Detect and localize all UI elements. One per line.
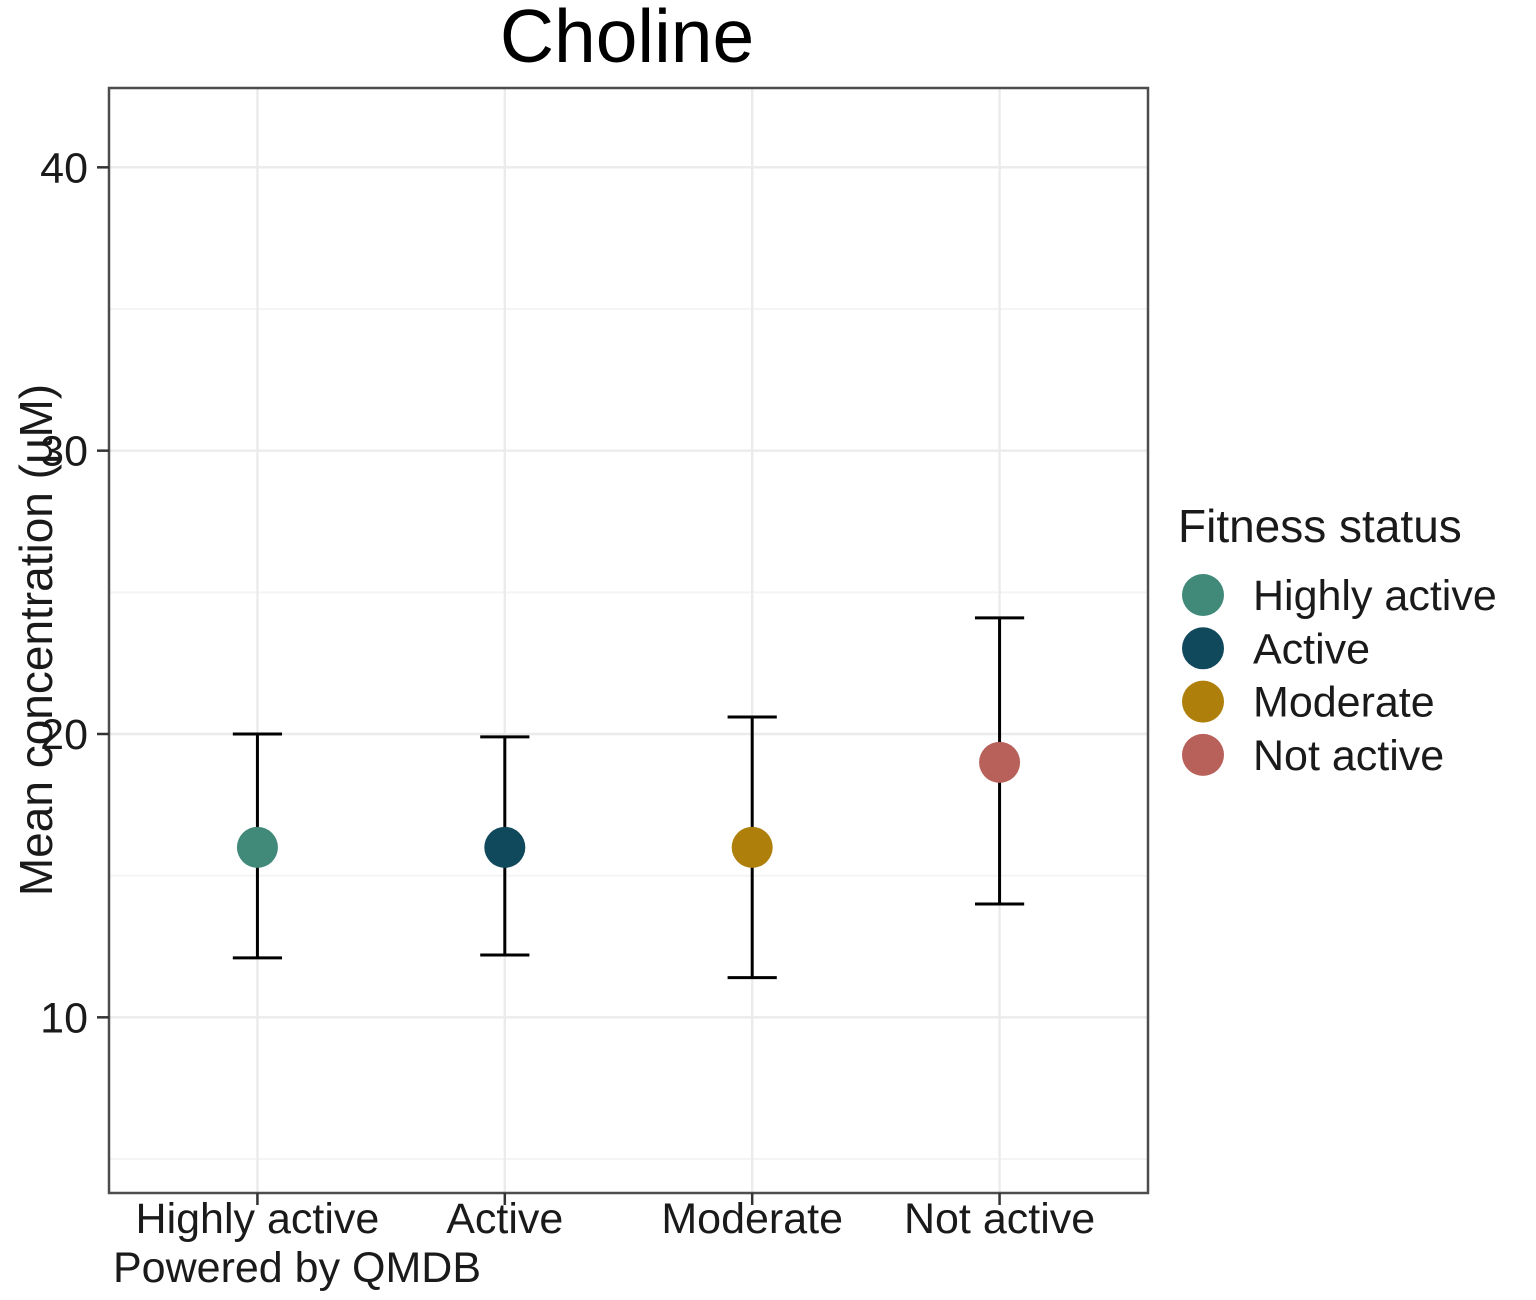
data-point-highly-active — [236, 826, 278, 868]
legend-item-not-active: Not active — [1182, 732, 1444, 780]
y-tick-label: 30 — [40, 428, 88, 476]
legend-key-swatch — [1182, 733, 1224, 776]
gridlines-major — [109, 166, 1148, 1019]
x-tick-label: Moderate — [661, 1195, 843, 1243]
legend-key-swatch — [1182, 680, 1224, 723]
legend-key-swatch — [1182, 627, 1224, 670]
y-axis: 10 20 30 40 — [40, 144, 109, 1042]
x-tick-label: Highly active — [136, 1195, 380, 1243]
x-tick-label: Not active — [904, 1195, 1095, 1243]
legend: Fitness status Highly active Active Modera… — [1178, 500, 1497, 780]
plot-panel-border — [107, 86, 1150, 1195]
chart-caption: Powered by QMDB — [113, 1244, 481, 1292]
legend-item-moderate: Moderate — [1182, 679, 1435, 727]
x-axis: Highly active Active Moderate Not active — [136, 1193, 1095, 1243]
data-point-not-active — [979, 741, 1021, 783]
legend-label: Highly active — [1253, 572, 1497, 620]
legend-entries: Highly active Active Moderate Not active — [1182, 572, 1497, 780]
legend-label: Not active — [1253, 732, 1444, 780]
data-point-moderate — [731, 826, 773, 868]
data-points-group — [236, 741, 1021, 868]
plot-panel-background — [109, 88, 1148, 1193]
x-tick-label: Active — [446, 1195, 563, 1243]
y-axis-title: Mean concentration (µM) — [10, 384, 62, 896]
y-tick-label: 40 — [40, 144, 88, 192]
data-point-active — [484, 826, 526, 868]
y-tick-label: 10 — [40, 994, 88, 1042]
legend-label: Moderate — [1253, 679, 1435, 727]
legend-title: Fitness status — [1178, 500, 1462, 552]
legend-item-highly-active: Highly active — [1182, 572, 1497, 620]
gridlines-minor — [109, 308, 1148, 1160]
y-tick-label: 20 — [40, 711, 88, 759]
chart-title: Choline — [500, 0, 754, 78]
legend-item-active: Active — [1182, 625, 1370, 673]
legend-label: Active — [1253, 625, 1370, 673]
legend-key-swatch — [1182, 574, 1224, 616]
